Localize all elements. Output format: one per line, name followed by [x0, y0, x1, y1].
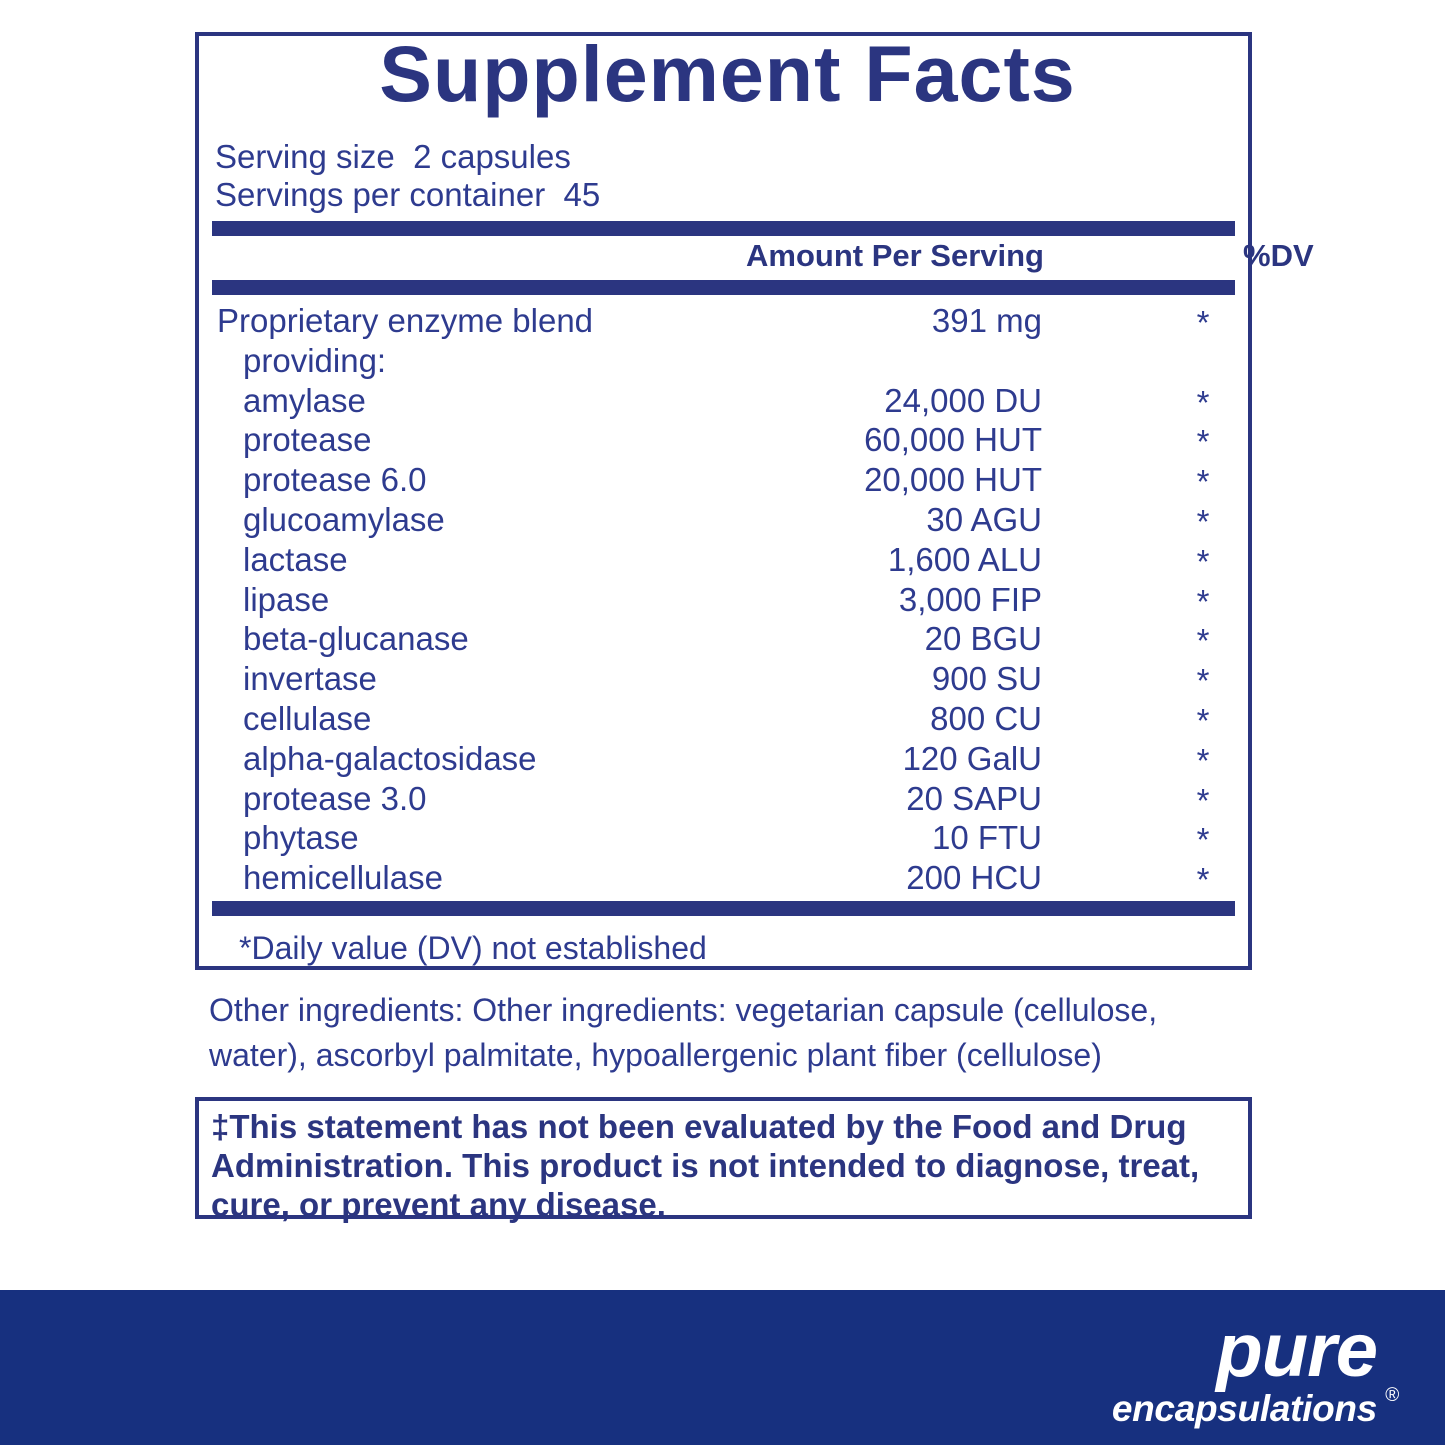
ingredient-name: amylase: [243, 381, 366, 419]
brand-subtitle-label: encapsulations: [1111, 1387, 1377, 1429]
rule-top: [212, 221, 1235, 236]
ingredient-daily-value: *: [1196, 502, 1210, 540]
ingredient-amount: 20,000 HUT: [864, 461, 1042, 499]
ingredient-daily-value: *: [1196, 701, 1210, 739]
ingredient-daily-value: *: [1196, 304, 1210, 341]
daily-value-footnote: *Daily value (DV) not established: [239, 930, 707, 966]
rule-above-footnote: [212, 901, 1235, 916]
ingredient-daily-value: *: [1196, 463, 1210, 501]
ingredient-amount: 900 SU: [931, 660, 1042, 698]
ingredient-amount: 20 BGU: [924, 620, 1042, 658]
fda-disclaimer-text: ‡This statement has not been evaluated b…: [211, 1108, 1200, 1223]
rule-under-headers: [212, 280, 1235, 295]
table-row: invertase 900 SU *: [199, 662, 1248, 702]
ingredient-name: invertase: [243, 660, 377, 698]
ingredient-daily-value: *: [1196, 542, 1210, 580]
ingredient-name: protease 6.0: [243, 461, 427, 499]
ingredient-amount: 30 AGU: [926, 500, 1042, 538]
ingredient-name: protease 3.0: [243, 779, 427, 817]
ingredient-amount: 800 CU: [930, 699, 1042, 737]
ingredient-daily-value: *: [1196, 622, 1210, 660]
servings-per-container-line: Servings per container 45: [215, 176, 601, 213]
ingredient-name: alpha-galactosidase: [243, 739, 537, 777]
table-row: lactase 1,600 ALU *: [199, 543, 1248, 583]
ingredient-name: providing:: [243, 341, 387, 379]
brand-logo: pure encapsulations ®: [1111, 1308, 1399, 1429]
other-ingredients-text: Other ingredients: Other ingredients: ve…: [209, 992, 1158, 1074]
table-row: alpha-galactosidase 120 GalU *: [199, 742, 1248, 782]
supplement-facts-panel: Supplement Facts Serving size 2 capsules…: [195, 29, 1314, 970]
ingredient-amount: 24,000 DU: [884, 381, 1042, 419]
supplement-facts-inner: Supplement Facts Serving size 2 capsules…: [199, 29, 1314, 966]
table-row: beta-glucanase 20 BGU *: [199, 622, 1248, 662]
table-row: protease 6.0 20,000 HUT *: [199, 463, 1248, 503]
ingredient-name: lactase: [243, 540, 348, 578]
column-header-amount: Amount Per Serving: [746, 238, 1044, 273]
ingredient-name: glucoamylase: [243, 500, 445, 538]
ingredient-daily-value: *: [1196, 821, 1210, 859]
brand-name: pure: [1216, 1308, 1378, 1393]
ingredient-name: phytase: [243, 819, 359, 857]
column-header-dv-label: %DV: [1243, 238, 1314, 273]
table-row: providing:: [199, 344, 1248, 384]
ingredient-daily-value: *: [1196, 582, 1210, 620]
registered-trademark-icon: ®: [1385, 1384, 1399, 1406]
table-row: cellulase 800 CU *: [199, 702, 1248, 742]
ingredient-name: beta-glucanase: [243, 620, 469, 658]
table-row: phytase 10 FTU *: [199, 821, 1248, 861]
ingredient-name: lipase: [243, 580, 330, 618]
ingredient-name: cellulase: [243, 699, 372, 737]
ingredient-daily-value: *: [1196, 662, 1210, 700]
table-row: protease 3.0 20 SAPU *: [199, 782, 1248, 822]
ingredient-name: Proprietary enzyme blend: [217, 302, 594, 339]
ingredient-amount: 391 mg: [931, 302, 1042, 339]
ingredient-name: protease: [243, 421, 372, 459]
table-row: protease 60,000 HUT *: [199, 423, 1248, 463]
page-title: Supplement Facts: [379, 29, 1076, 118]
fda-disclaimer-box: ‡This statement has not been evaluated b…: [195, 1097, 1252, 1223]
ingredient-daily-value: *: [1196, 423, 1210, 461]
ingredient-amount: 60,000 HUT: [864, 421, 1042, 459]
ingredient-amount: 10 FTU: [931, 819, 1042, 857]
brand-banner: pure encapsulations ®: [0, 1290, 1445, 1445]
ingredient-amount: 3,000 FIP: [898, 580, 1042, 618]
table-row: Proprietary enzyme blend 391 mg *: [199, 304, 1248, 344]
brand-subtitle: encapsulations ®: [1111, 1386, 1399, 1429]
serving-size-line: Serving size 2 capsules: [215, 138, 571, 175]
table-row: amylase 24,000 DU *: [199, 384, 1248, 424]
ingredient-amount: 1,600 ALU: [887, 540, 1042, 578]
table-row: glucoamylase 30 AGU *: [199, 503, 1248, 543]
ingredient-daily-value: *: [1196, 383, 1210, 421]
table-row: hemicellulase 200 HCU *: [199, 861, 1248, 901]
ingredient-name: hemicellulase: [243, 859, 443, 897]
ingredient-amount: 200 HCU: [906, 859, 1042, 897]
table-row: lipase 3,000 FIP *: [199, 583, 1248, 623]
ingredient-daily-value: *: [1196, 741, 1210, 779]
ingredient-amount: 20 SAPU: [906, 779, 1042, 817]
ingredient-daily-value: *: [1196, 861, 1210, 899]
ingredient-daily-value: *: [1196, 781, 1210, 819]
ingredient-amount: 120 GalU: [902, 739, 1042, 777]
ingredient-rows: Proprietary enzyme blend 391 mg * providing…: [199, 304, 1248, 901]
